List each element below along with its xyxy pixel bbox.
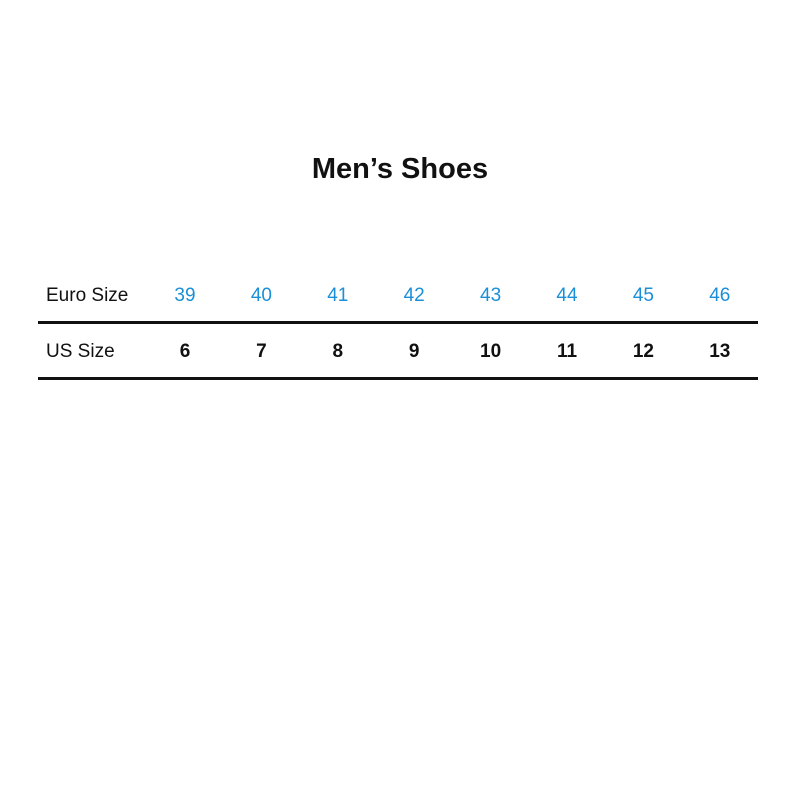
us-size-value: 9: [408, 341, 420, 362]
us-size-value: 8: [332, 341, 344, 362]
euro-size-value: 41: [327, 285, 349, 306]
us-size-value: 7: [256, 341, 267, 362]
row-label: Euro Size: [46, 285, 129, 306]
divider: [38, 377, 758, 380]
euro-size-value: 39: [174, 285, 196, 306]
euro-size-value: 46: [709, 285, 731, 306]
euro-size-value: 43: [480, 285, 502, 306]
us-size-row: US Size 6 7 8 9 10 11 12 13: [38, 332, 758, 372]
page-title: Men’s Shoes: [311, 153, 489, 185]
euro-size-value: 40: [250, 285, 272, 306]
euro-size-value: 42: [403, 285, 425, 306]
us-size-value: 13: [709, 341, 731, 362]
us-size-value: 12: [632, 341, 654, 362]
us-size-value: 11: [556, 341, 578, 362]
row-label: US Size: [46, 341, 115, 362]
divider: [38, 321, 758, 324]
us-size-value: 10: [480, 341, 502, 362]
euro-size-value: 45: [632, 285, 654, 306]
euro-size-row: Euro Size 39 40 41 42 43 44 45 46: [38, 276, 758, 316]
us-size-value: 6: [179, 341, 191, 362]
euro-size-value: 44: [556, 285, 578, 306]
